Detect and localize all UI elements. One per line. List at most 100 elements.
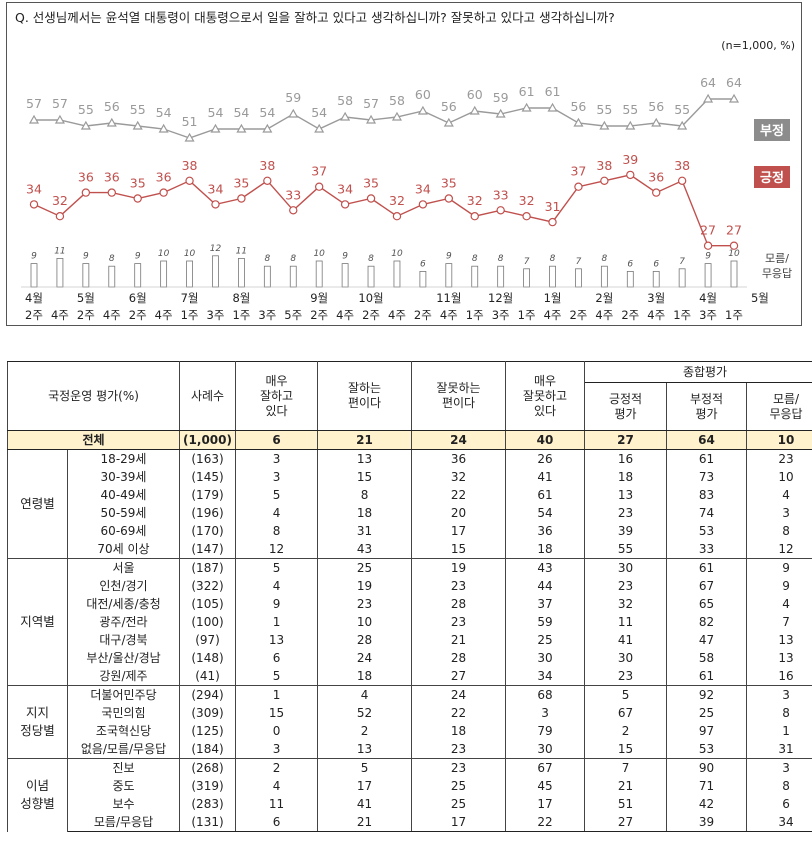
group-label: 이념 성향별 xyxy=(7,758,68,832)
unknown-bar xyxy=(134,263,142,288)
row-value: 3 xyxy=(505,704,586,722)
row-value: 45 xyxy=(505,777,586,795)
negative-label: 55 xyxy=(622,102,638,117)
negative-point xyxy=(262,123,273,133)
x-tick-week: 1주 xyxy=(232,308,250,322)
positive-label: 32 xyxy=(519,193,535,208)
row-value: 10 xyxy=(317,613,413,631)
row-n: (294) xyxy=(179,685,237,704)
unknown-bar xyxy=(704,263,712,288)
unknown-bar-label: 9 xyxy=(705,252,711,262)
unknown-bar-label: 10 xyxy=(728,249,740,259)
negative-label: 60 xyxy=(467,87,483,102)
row-value: 11 xyxy=(584,613,668,631)
negative-point xyxy=(703,93,714,103)
unknown-bar xyxy=(471,265,479,288)
table-row: 대구/경북 (97) 13 28 21 25 41 47 13 xyxy=(8,631,812,649)
row-value: 39 xyxy=(584,522,668,540)
x-tick-month: 4월 xyxy=(699,291,717,305)
unknown-bar-label: 7 xyxy=(679,257,685,267)
row-n: (147) xyxy=(179,540,237,559)
row-value: 36 xyxy=(411,449,507,468)
header-bad: 잘못하는 편이다 xyxy=(411,361,507,431)
negative-point xyxy=(547,102,558,112)
row-n: (163) xyxy=(179,449,237,468)
row-value: 16 xyxy=(584,449,668,468)
row-n: (97) xyxy=(179,631,237,649)
row-value: 21 xyxy=(584,777,668,795)
unknown-bar-label: 8 xyxy=(498,254,504,264)
row-value: 4 xyxy=(746,595,812,613)
negative-label: 51 xyxy=(182,114,198,129)
row-value: 5 xyxy=(235,486,319,504)
positive-point xyxy=(29,200,39,209)
unknown-bar-label: 7 xyxy=(576,257,582,267)
unknown-bar-label: 11 xyxy=(236,246,247,256)
header-very-bad-2: 잘못하고 xyxy=(522,388,568,403)
row-value: 32 xyxy=(411,468,507,486)
row-value: 47 xyxy=(666,631,748,649)
positive-point xyxy=(366,194,376,203)
negative-point xyxy=(625,120,636,130)
x-tick-month: 5월 xyxy=(77,291,95,305)
unknown-bar xyxy=(626,270,634,288)
x-tick-week: 1주 xyxy=(518,308,536,322)
negative-label: 58 xyxy=(389,93,405,108)
positive-label: 36 xyxy=(104,170,120,185)
row-value: 13 xyxy=(317,449,413,468)
row-value: 30 xyxy=(505,740,586,759)
row-value: 41 xyxy=(317,795,413,813)
row-value: 18 xyxy=(317,504,413,522)
row-value: 97 xyxy=(666,722,748,740)
row-label: 중도 xyxy=(66,777,181,795)
row-n: (309) xyxy=(179,704,237,722)
positive-point xyxy=(677,176,687,185)
row-label: 60-69세 xyxy=(66,522,181,540)
group-label-line: 성향별 xyxy=(20,796,55,812)
row-n: (100) xyxy=(179,613,237,631)
negative-label: 54 xyxy=(311,105,327,120)
positive-label: 35 xyxy=(233,176,249,191)
row-value: 3 xyxy=(746,758,812,777)
row-n: (319) xyxy=(179,777,237,795)
row-value: 61 xyxy=(505,486,586,504)
unknown-bar xyxy=(419,270,427,288)
header-very-good-1: 매우 xyxy=(265,373,288,388)
row-value: 4 xyxy=(317,685,413,704)
unknown-bar xyxy=(445,263,453,288)
unknown-bar-label: 6 xyxy=(627,259,633,269)
unknown-bar-label: 12 xyxy=(210,244,222,254)
positive-point xyxy=(55,211,65,221)
positive-label: 34 xyxy=(415,181,431,196)
unknown-bar xyxy=(212,255,219,288)
row-value: 23 xyxy=(746,449,812,468)
unknown-bar-label: 8 xyxy=(550,254,556,264)
row-value: 51 xyxy=(584,795,668,813)
table-row: 60-69세 (170) 8 31 17 36 39 53 8 xyxy=(8,522,812,540)
table-row: 강원/제주 (41) 5 18 27 34 23 61 16 xyxy=(8,667,812,686)
row-label: 대구/경북 xyxy=(66,631,181,649)
table-row: 부산/울산/경남 (148) 6 24 28 30 30 58 13 xyxy=(8,649,812,667)
row-value: 9 xyxy=(235,595,319,613)
row-value: 71 xyxy=(666,777,748,795)
positive-point xyxy=(263,176,272,185)
row-value: 2 xyxy=(584,722,668,740)
row-value: 92 xyxy=(666,685,748,704)
row-n: (41) xyxy=(179,667,237,686)
legend-pos-label: 긍정 xyxy=(760,170,784,186)
row-value: 8 xyxy=(746,777,812,795)
row-value: 55 xyxy=(584,540,668,559)
row-value: 17 xyxy=(411,813,507,832)
x-tick-week: 4주 xyxy=(155,308,173,322)
row-value: 30 xyxy=(584,558,668,577)
table-row: 연령별 18-29세 (163) 3 13 36 26 16 61 23 xyxy=(7,449,812,559)
unknown-bar xyxy=(315,260,323,288)
negative-label: 61 xyxy=(519,84,535,99)
header-unknown: 모름/ 무응답 xyxy=(746,382,812,431)
row-value: 4 xyxy=(235,504,319,522)
total-value: 21 xyxy=(317,430,413,450)
positive-point xyxy=(211,200,220,209)
row-value: 25 xyxy=(411,777,507,795)
positive-label: 36 xyxy=(156,170,172,185)
negative-point xyxy=(54,114,65,124)
